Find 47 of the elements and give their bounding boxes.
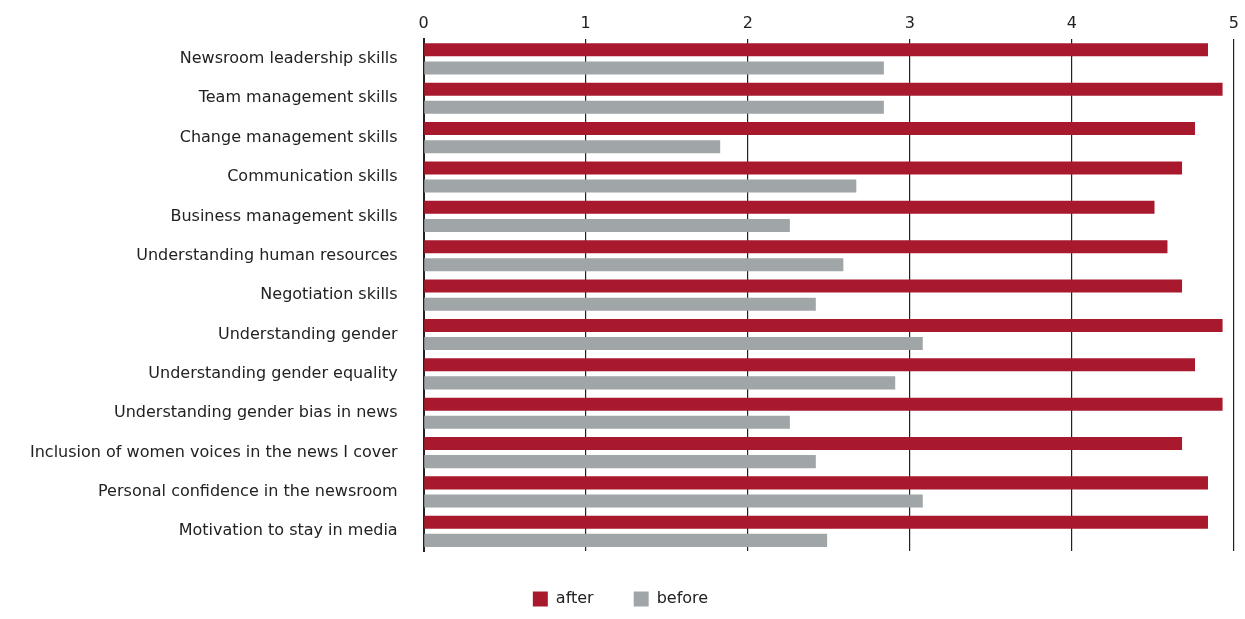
y-tick-label: Understanding gender xyxy=(217,323,399,343)
x-tick-label: 4 xyxy=(1066,12,1077,32)
y-tick-label: Change management skills xyxy=(179,126,398,146)
bar xyxy=(424,397,1223,411)
y-tick-label: Inclusion of women voices in the news I cover xyxy=(29,441,399,461)
bar xyxy=(424,515,1208,529)
bar xyxy=(424,437,1183,451)
y-tick-label: Communication skills xyxy=(227,166,398,186)
x-tick-label: 0 xyxy=(418,12,429,32)
bar xyxy=(424,200,1155,214)
y-tick-label: Business management skills xyxy=(170,205,398,225)
x-tick-label: 3 xyxy=(904,12,915,32)
x-tick-label: 1 xyxy=(580,12,591,32)
y-tick-label: Understanding gender bias in news xyxy=(113,402,398,422)
bar xyxy=(424,376,896,390)
y-tick-label: Motivation to stay in media xyxy=(178,520,398,540)
bar xyxy=(424,179,857,193)
legend-label: after xyxy=(555,588,595,608)
bar xyxy=(424,240,1168,254)
bar xyxy=(424,258,844,272)
bar xyxy=(424,161,1183,175)
legend-label: before xyxy=(656,588,709,608)
bar xyxy=(424,82,1223,96)
bar xyxy=(424,43,1208,57)
bar xyxy=(424,337,923,351)
bar xyxy=(424,455,816,469)
bar xyxy=(424,218,790,232)
bar xyxy=(424,140,721,154)
y-tick-label: Team management skills xyxy=(197,87,398,107)
y-tick-label: Understanding human resources xyxy=(136,244,398,264)
y-tick-label: Understanding gender equality xyxy=(148,362,398,382)
bar xyxy=(424,297,816,311)
y-tick-label: Negotiation skills xyxy=(260,284,398,304)
bar xyxy=(424,318,1223,332)
bar xyxy=(424,61,884,75)
bar xyxy=(424,494,923,508)
bar xyxy=(424,533,828,547)
bar xyxy=(424,358,1196,372)
bar xyxy=(424,279,1183,293)
bar xyxy=(424,100,884,114)
y-tick-label: Newsroom leadership skills xyxy=(179,48,398,68)
bar xyxy=(424,476,1208,490)
y-tick-label: Personal confidence in the newsroom xyxy=(98,481,398,501)
x-tick-label: 5 xyxy=(1228,12,1239,32)
x-tick-label: 2 xyxy=(742,12,753,32)
bar xyxy=(424,415,790,429)
bar xyxy=(424,122,1196,136)
